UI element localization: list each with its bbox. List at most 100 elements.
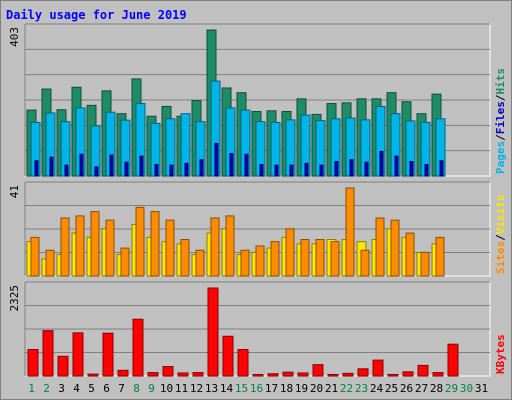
bar-pages-day-12 [199,159,204,177]
bar-sites-day-25 [390,219,400,277]
legend-sites: Sites [494,241,507,274]
bar-pages-day-9 [154,163,159,177]
bar-sites-day-12 [195,249,205,277]
bar-sites-day-7 [120,247,130,277]
bar-pages-day-20 [319,164,324,177]
panel-legend-label: Pages/Files/Hits [494,68,507,174]
bar-sites-day-16 [255,245,265,277]
bar-sites-day-18 [285,228,295,277]
bar-sites-day-2 [45,249,55,277]
day-label-27: 27 [415,382,428,395]
bar-pages-day-28 [439,160,444,177]
bar-sites-day-19 [300,239,310,277]
bar-sites-day-3 [60,217,70,277]
bar-sites-day-1 [30,236,40,277]
bar-sites-day-15 [240,249,250,277]
bar-sites-day-22 [345,187,355,277]
bar-pages-day-10 [169,164,174,177]
bar-kbytes-day-21 [327,373,339,377]
day-label-8: 8 [133,382,140,395]
day-label-26: 26 [400,382,413,395]
legend-files: Files [494,101,507,134]
legend-pages: Pages [494,141,507,174]
bar-pages-day-13 [214,142,219,177]
bar-sites-day-28 [435,236,445,277]
bar-kbytes-day-24 [372,359,384,377]
chart-title: Daily usage for June 2019 [6,8,187,22]
panel-legend-label: Sites/Visits [494,195,507,275]
panel-visits-sites: 41 Sites/Visits [8,181,507,277]
panel-legend-label: KBytes [494,334,507,374]
bar-sites-day-24 [375,217,385,277]
day-label-16: 16 [250,382,263,395]
bar-pages-day-2 [49,156,54,177]
day-label-25: 25 [385,382,398,395]
series-files [30,80,446,177]
bar-kbytes-day-28 [432,372,444,377]
bar-kbytes-day-5 [87,373,99,377]
bar-kbytes-day-10 [162,366,174,377]
legend-separator: / [494,134,507,141]
bar-kbytes-day-8 [132,318,144,377]
day-label-28: 28 [430,382,443,395]
series-sites [30,187,445,277]
bar-pages-day-7 [124,161,129,177]
bar-sites-day-13 [210,217,220,277]
bar-sites-day-21 [330,241,340,277]
bar-pages-day-27 [424,163,429,177]
bar-kbytes-day-14 [222,335,234,377]
panel-kbytes: 2325 KBytes [8,281,507,377]
bar-kbytes-day-27 [417,364,429,377]
series-pages [34,142,444,177]
bar-kbytes-day-16 [252,373,264,377]
bar-kbytes-day-19 [297,372,309,377]
bar-sites-day-17 [270,241,280,277]
bar-pages-day-5 [94,166,99,177]
bar-pages-day-3 [64,164,69,177]
bar-sites-day-26 [405,232,415,277]
day-label-19: 19 [295,382,308,395]
day-label-20: 20 [310,382,323,395]
bar-sites-day-20 [315,239,325,277]
bar-sites-day-23 [360,249,370,277]
legend-separator: / [494,234,507,241]
panel-max-label: 2325 [8,285,21,312]
panel-max-label: 403 [8,27,21,47]
bar-pages-day-26 [409,161,414,177]
bar-pages-day-4 [79,153,84,177]
day-label-14: 14 [220,382,234,395]
bar-kbytes-day-4 [72,332,84,377]
day-label-29: 29 [445,382,458,395]
day-label-30: 30 [460,382,473,395]
bar-pages-day-17 [274,164,279,177]
bar-kbytes-day-25 [387,373,399,377]
day-label-3: 3 [58,382,65,395]
legend-visits: Visits [494,195,507,235]
bar-kbytes-day-23 [357,368,369,377]
day-label-1: 1 [28,382,35,395]
bar-kbytes-day-1 [27,349,39,377]
day-label-7: 7 [118,382,125,395]
day-label-17: 17 [265,382,278,395]
bar-sites-day-4 [75,215,85,277]
series-kbytes [27,287,459,377]
bar-pages-day-15 [244,153,249,177]
legend-kbytes: KBytes [494,334,507,374]
bar-kbytes-day-12 [192,372,204,377]
bar-sites-day-9 [150,211,160,277]
day-label-4: 4 [73,382,80,395]
day-label-9: 9 [148,382,155,395]
bar-kbytes-day-11 [177,372,189,377]
bar-kbytes-day-15 [237,349,249,377]
bar-sites-day-27 [420,251,430,277]
bar-kbytes-day-2 [42,330,54,377]
day-label-12: 12 [190,382,203,395]
day-label-13: 13 [205,382,218,395]
bar-pages-day-22 [349,159,354,177]
legend-hits: Hits [494,68,507,95]
chart-panels: 403Pages/Files/Hits41Sites/Visits2325KBy… [8,23,507,377]
day-label-21: 21 [325,382,338,395]
day-label-5: 5 [88,382,95,395]
